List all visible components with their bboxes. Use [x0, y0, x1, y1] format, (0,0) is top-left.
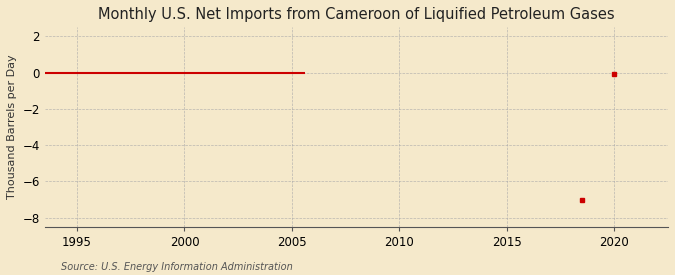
Text: Source: U.S. Energy Information Administration: Source: U.S. Energy Information Administ…: [61, 262, 292, 272]
Y-axis label: Thousand Barrels per Day: Thousand Barrels per Day: [7, 55, 17, 199]
Title: Monthly U.S. Net Imports from Cameroon of Liquified Petroleum Gases: Monthly U.S. Net Imports from Cameroon o…: [98, 7, 615, 22]
